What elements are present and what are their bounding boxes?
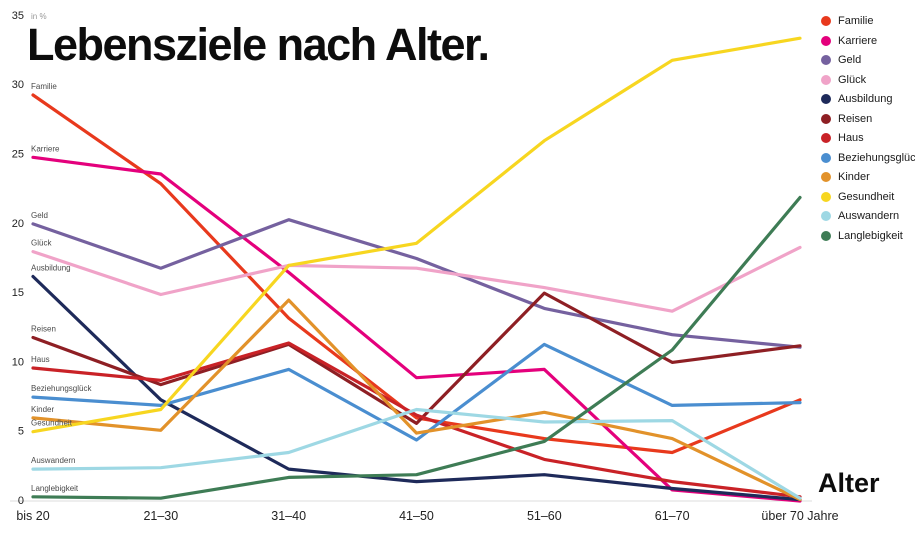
series-line-auswandern: [31, 407, 802, 500]
series-start-label: Glück: [31, 239, 52, 248]
x-axis-tick-label: über 70 Jahre: [761, 509, 838, 523]
x-axis-title: Alter: [818, 468, 880, 498]
legend-color-dot: [821, 211, 831, 221]
series-line-kinder: [31, 298, 802, 502]
legend-item: Ausbildung: [821, 93, 915, 105]
legend-color-dot: [821, 191, 831, 202]
series-line-langlebigkeit: [31, 195, 802, 500]
y-axis-tick-label: 20: [12, 218, 24, 230]
legend-color-dot: [821, 230, 831, 241]
x-axis-tick-label: bis 20: [16, 509, 49, 523]
legend-item-label: Beziehungsglück: [838, 151, 915, 164]
y-axis-tick-label: 30: [12, 79, 24, 91]
legend-item-label: Gesundheit: [838, 190, 895, 203]
legend-item: Glück: [821, 74, 915, 86]
legend: Familie Karriere Geld Glück Ausbildung Reisen…: [821, 15, 915, 242]
series-start-label: Auswandern: [31, 456, 75, 465]
legend-color-dot: [821, 55, 831, 65]
legend-item: Reisen: [821, 113, 915, 125]
series-line-familie: [31, 93, 802, 455]
series-line-glück: [31, 245, 802, 313]
legend-item-label: Glück: [838, 73, 867, 86]
y-axis-tick-label: 10: [12, 356, 24, 368]
x-axis-tick-label: 21–30: [143, 509, 178, 523]
series-line-haus: [31, 341, 802, 499]
x-axis-tick-label: 31–40: [271, 509, 306, 523]
legend-item: Familie: [821, 15, 915, 27]
legend-color-dot: [821, 172, 831, 182]
series-start-label: Haus: [31, 355, 50, 364]
legend-item: Karriere: [821, 35, 915, 47]
legend-color-dot: [821, 74, 831, 85]
y-axis-unit-label: in %: [31, 12, 47, 21]
x-axis-tick-label: 41–50: [399, 509, 434, 523]
legend-color-dot: [821, 113, 831, 124]
legend-item: Langlebigkeit: [821, 230, 915, 242]
legend-item: Auswandern: [821, 210, 915, 222]
series-start-label: Beziehungsglück: [31, 384, 92, 393]
series-line-karriere: [31, 155, 802, 503]
legend-item-label: Geld: [838, 54, 862, 66]
legend-item-label: Reisen: [838, 112, 873, 125]
series-line-beziehungsglück: [31, 342, 802, 442]
legend-item: Geld: [821, 54, 915, 66]
legend-item: Gesundheit: [821, 191, 915, 203]
legend-item-label: Familie: [838, 15, 874, 27]
x-axis-tick-label: 51–60: [527, 509, 562, 523]
legend-item-label: Langlebigkeit: [838, 229, 903, 242]
legend-item-label: Kinder: [838, 171, 870, 183]
series-start-label: Gesundheit: [31, 419, 73, 428]
y-axis-tick-label: 25: [12, 148, 24, 160]
x-axis-tick-label: 61–70: [655, 509, 690, 523]
legend-item-label: Haus: [838, 132, 864, 144]
series-start-label: Karriere: [31, 144, 60, 153]
series-line-gesundheit: [31, 36, 802, 434]
legend-item-label: Ausbildung: [838, 93, 893, 105]
series-line-reisen: [31, 291, 802, 425]
series-line-ausbildung: [31, 274, 802, 502]
legend-color-dot: [821, 94, 831, 104]
series-start-label: Reisen: [31, 324, 56, 333]
series-start-label: Langlebigkeit: [31, 484, 79, 493]
y-axis-tick-label: 15: [12, 287, 24, 299]
y-axis-tick-label: 5: [18, 426, 24, 438]
legend-item-label: Auswandern: [838, 210, 900, 222]
legend-color-dot: [821, 16, 831, 26]
legend-item-label: Karriere: [838, 34, 878, 47]
legend-color-dot: [821, 133, 831, 143]
legend-color-dot: [821, 35, 831, 46]
chart-title: Lebensziele nach Alter.: [27, 19, 490, 70]
legend-color-dot: [821, 152, 831, 163]
series-start-label: Kinder: [31, 405, 54, 414]
series-start-label: Familie: [31, 82, 57, 91]
legend-item: Haus: [821, 132, 915, 144]
series-line-geld: [31, 218, 802, 349]
series-start-label: Ausbildung: [31, 264, 71, 273]
y-axis-tick-label: 35: [12, 10, 24, 22]
legend-item: Beziehungsglück: [821, 152, 915, 164]
y-axis-tick-label: 0: [18, 495, 24, 507]
legend-item: Kinder: [821, 171, 915, 183]
series-start-label: Geld: [31, 211, 48, 220]
